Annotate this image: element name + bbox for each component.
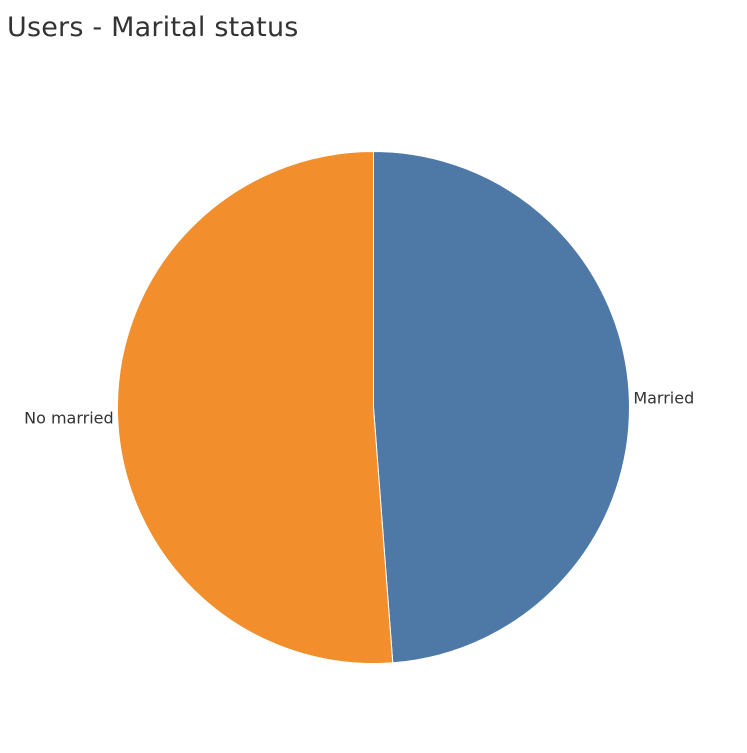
slice-label-married: Married [633,389,694,408]
pie-slice-no-married[interactable] [116,150,394,664]
chart-title: Users - Marital status [7,12,299,43]
slice-label-no-married: No married [24,408,114,427]
pie-slice-married[interactable] [373,150,630,664]
